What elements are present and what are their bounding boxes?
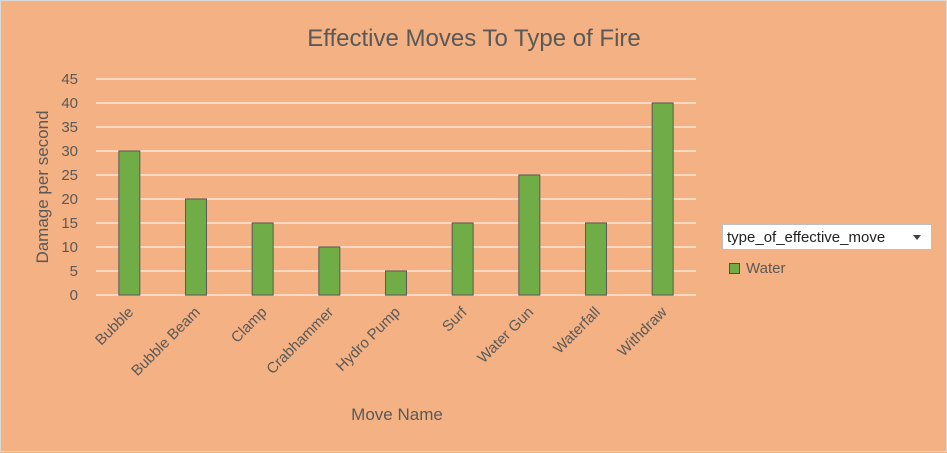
x-tick-label: Waterfall (550, 304, 603, 357)
y-tick-label: 10 (61, 239, 78, 256)
x-tick-label: Hydro Pump (333, 304, 404, 375)
bar-hydro-pump[interactable] (385, 270, 407, 296)
x-tick-label: Bubble (92, 304, 137, 349)
y-tick-label: 35 (61, 119, 78, 136)
bar-crabhammer[interactable] (318, 246, 341, 296)
x-tick-label: Water Gun (474, 304, 537, 367)
x-tick-label: Withdraw (614, 304, 670, 360)
bar-bubble-beam[interactable] (185, 198, 207, 296)
bar-surf[interactable] (451, 222, 474, 296)
bar-waterfall[interactable] (585, 222, 607, 296)
y-axis-ticks: 0 5 10 15 20 25 30 35 40 45 (61, 71, 78, 304)
bar-clamp[interactable] (251, 222, 274, 296)
legend-swatch (729, 263, 740, 274)
y-tick-label: 15 (61, 215, 78, 232)
x-tick-label: Crabhammer (263, 304, 337, 378)
y-tick-label: 30 (61, 143, 78, 160)
y-tick-label: 20 (61, 191, 78, 208)
chart-title: Effective Moves To Type of Fire (307, 25, 641, 52)
legend-label: Water (746, 260, 786, 277)
dropdown-arrow-icon[interactable] (913, 234, 921, 240)
x-tick-label: Bubble Beam (128, 304, 204, 380)
bar-water-gun[interactable] (518, 174, 541, 296)
y-tick-label: 0 (70, 287, 78, 304)
x-tick-label: Surf (439, 303, 471, 335)
bars (118, 102, 674, 296)
y-tick-label: 45 (61, 71, 78, 88)
y-tick-label: 40 (61, 95, 78, 112)
series-filter-dropdown[interactable]: type_of_effective_move (722, 224, 932, 250)
bar-withdraw[interactable] (651, 102, 674, 296)
y-tick-label: 25 (61, 167, 78, 184)
y-axis-label: Damage per second (33, 110, 52, 263)
legend-entry-water: Water (729, 260, 785, 277)
y-tick-label: 5 (70, 263, 78, 280)
filter-dropdown-label: type_of_effective_move (727, 228, 886, 246)
x-axis-label: Move Name (351, 405, 443, 424)
x-tick-label: Clamp (228, 304, 271, 347)
bar-bubble[interactable] (118, 150, 141, 296)
